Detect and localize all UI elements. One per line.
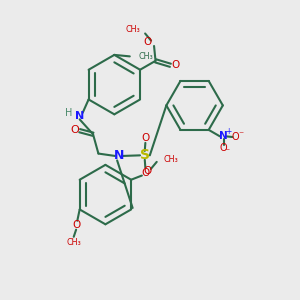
Text: H: H — [65, 108, 72, 118]
Text: O: O — [143, 38, 152, 47]
Text: O: O — [141, 168, 149, 178]
Text: CH₃: CH₃ — [163, 155, 178, 164]
Text: ⁻: ⁻ — [225, 147, 230, 157]
Text: +: + — [225, 127, 232, 136]
Text: N: N — [113, 149, 124, 162]
Text: O: O — [219, 143, 227, 153]
Text: O: O — [73, 220, 81, 230]
Text: CH₃: CH₃ — [66, 238, 81, 247]
Text: O: O — [232, 132, 239, 142]
Text: O: O — [144, 167, 152, 176]
Text: ⁻: ⁻ — [239, 130, 244, 140]
Text: O: O — [70, 125, 79, 135]
Text: N: N — [75, 111, 84, 121]
Text: CH₃: CH₃ — [138, 52, 153, 61]
Text: N: N — [219, 131, 228, 141]
Text: O: O — [141, 133, 149, 142]
Text: O: O — [172, 60, 180, 70]
Text: S: S — [140, 148, 150, 162]
Text: CH₃: CH₃ — [126, 25, 141, 34]
